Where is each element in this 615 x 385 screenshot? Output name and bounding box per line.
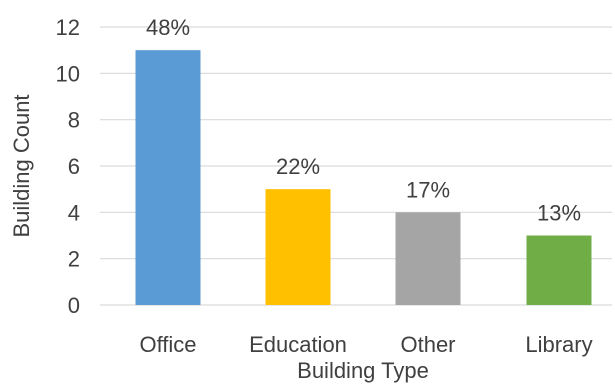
y-tick-label-10: 10 (56, 61, 80, 86)
data-label-library: 13% (537, 201, 581, 226)
y-tick-label-6: 6 (68, 154, 80, 179)
y-tick-label-8: 8 (68, 108, 80, 133)
bars (135, 50, 592, 305)
y-tick-label-2: 2 (68, 247, 80, 272)
data-label-office: 48% (146, 15, 190, 40)
y-axis-ticks: 0 2 4 6 8 10 12 (56, 15, 80, 318)
x-axis-ticks: Office Education Other Library (139, 332, 592, 357)
y-tick-label-0: 0 (68, 293, 80, 318)
data-label-other: 17% (406, 177, 450, 202)
x-tick-label-other: Other (400, 332, 455, 357)
data-labels: 48% 22% 17% 13% (146, 15, 581, 225)
x-tick-label-library: Library (525, 332, 592, 357)
x-tick-label-education: Education (249, 332, 347, 357)
bar-other (395, 212, 461, 305)
y-tick-label-4: 4 (68, 200, 80, 225)
x-tick-label-office: Office (139, 332, 196, 357)
y-axis-title: Building Count (9, 94, 34, 237)
bar-education (265, 189, 331, 305)
bar-office (135, 50, 201, 305)
data-label-education: 22% (276, 154, 320, 179)
x-axis-title: Building Type (297, 358, 429, 383)
y-tick-label-12: 12 (56, 15, 80, 40)
bar-library (526, 235, 592, 305)
